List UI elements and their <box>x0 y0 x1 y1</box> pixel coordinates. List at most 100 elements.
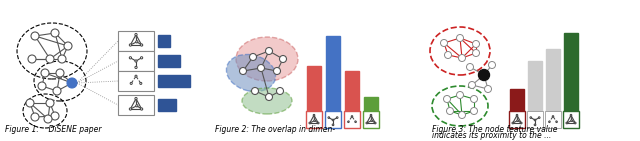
Circle shape <box>51 112 59 120</box>
Circle shape <box>556 121 557 123</box>
Circle shape <box>348 121 349 123</box>
Bar <box>546 49 560 111</box>
Ellipse shape <box>227 54 276 92</box>
Circle shape <box>445 51 451 59</box>
Circle shape <box>534 119 536 121</box>
Circle shape <box>337 117 338 118</box>
Circle shape <box>570 114 572 116</box>
Circle shape <box>31 113 39 121</box>
Bar <box>158 99 176 111</box>
Circle shape <box>280 56 287 62</box>
Text: Figure 1:    DiSENE paper: Figure 1: DiSENE paper <box>5 125 102 134</box>
Circle shape <box>140 82 142 84</box>
Circle shape <box>135 33 137 36</box>
Circle shape <box>276 88 284 94</box>
Circle shape <box>458 55 465 61</box>
Bar <box>510 89 524 111</box>
Bar <box>528 61 542 111</box>
Circle shape <box>440 39 447 47</box>
Ellipse shape <box>236 37 298 81</box>
Circle shape <box>516 120 518 121</box>
Text: Figure 3: The node feature value: Figure 3: The node feature value <box>432 125 557 134</box>
Circle shape <box>136 41 138 43</box>
Circle shape <box>314 120 316 121</box>
Circle shape <box>351 116 353 117</box>
Circle shape <box>468 81 476 89</box>
Bar <box>325 111 341 128</box>
Circle shape <box>38 82 46 90</box>
Circle shape <box>28 55 36 63</box>
Circle shape <box>56 69 64 77</box>
Circle shape <box>472 49 479 57</box>
Circle shape <box>512 122 514 124</box>
Circle shape <box>472 40 479 48</box>
Bar <box>158 55 180 67</box>
Circle shape <box>574 122 576 124</box>
Circle shape <box>46 99 54 107</box>
Circle shape <box>53 87 61 95</box>
Circle shape <box>516 114 518 116</box>
Circle shape <box>141 44 143 46</box>
Ellipse shape <box>242 88 292 114</box>
Circle shape <box>129 44 132 46</box>
Circle shape <box>26 99 34 107</box>
Circle shape <box>141 57 143 59</box>
Bar <box>345 71 359 111</box>
Circle shape <box>332 124 334 126</box>
Circle shape <box>129 108 132 110</box>
Circle shape <box>67 78 77 88</box>
Bar <box>158 35 170 47</box>
Bar <box>118 31 154 51</box>
Circle shape <box>479 70 490 81</box>
Circle shape <box>135 60 137 62</box>
Bar <box>307 66 321 111</box>
Bar <box>563 111 579 128</box>
Circle shape <box>458 112 465 118</box>
Circle shape <box>317 122 319 124</box>
Bar <box>118 51 154 71</box>
Circle shape <box>252 88 259 94</box>
Bar <box>545 111 561 128</box>
Bar <box>344 111 360 128</box>
Bar <box>364 97 378 111</box>
Circle shape <box>309 122 310 124</box>
Circle shape <box>366 122 367 124</box>
Circle shape <box>257 64 264 71</box>
Bar <box>363 111 379 128</box>
Circle shape <box>470 107 477 114</box>
Bar <box>118 71 154 91</box>
Circle shape <box>273 68 280 74</box>
Bar <box>509 111 525 128</box>
Circle shape <box>447 107 454 114</box>
Circle shape <box>488 61 495 69</box>
Circle shape <box>444 95 451 103</box>
Circle shape <box>538 117 540 118</box>
Circle shape <box>456 92 463 99</box>
Bar <box>118 95 154 115</box>
Circle shape <box>266 48 273 55</box>
Circle shape <box>239 68 246 74</box>
Bar <box>306 111 322 128</box>
Circle shape <box>313 114 315 116</box>
Circle shape <box>51 29 59 37</box>
Circle shape <box>68 79 76 87</box>
Circle shape <box>44 115 52 123</box>
Circle shape <box>130 82 132 84</box>
Circle shape <box>332 119 334 121</box>
Circle shape <box>141 108 143 110</box>
Circle shape <box>571 120 572 121</box>
Bar <box>527 111 543 128</box>
Bar <box>326 36 340 111</box>
Circle shape <box>136 105 138 107</box>
Circle shape <box>129 57 132 59</box>
Circle shape <box>534 124 536 126</box>
Circle shape <box>552 116 554 117</box>
Circle shape <box>135 75 137 77</box>
Circle shape <box>355 121 356 123</box>
Circle shape <box>370 114 372 116</box>
Circle shape <box>328 117 330 118</box>
Circle shape <box>31 32 39 40</box>
Text: indicates its proximity to the ...: indicates its proximity to the ... <box>432 131 551 140</box>
Circle shape <box>135 97 137 100</box>
Circle shape <box>58 55 66 63</box>
